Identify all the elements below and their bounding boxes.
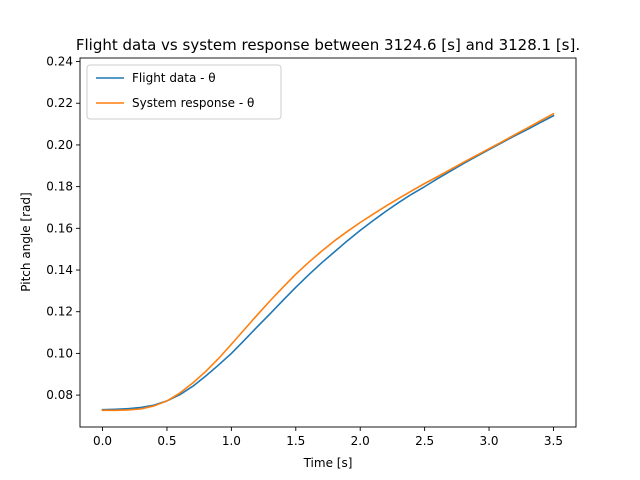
legend-label-1: Flight data - θ xyxy=(132,71,216,85)
y-tick-label: 0.24 xyxy=(46,55,73,69)
y-tick-label: 0.22 xyxy=(46,96,73,110)
series-line-2 xyxy=(101,112,555,412)
x-tick-label: 1.5 xyxy=(286,434,305,448)
chart-title: Flight data vs system response between 3… xyxy=(76,36,580,54)
x-tick-label: 3.5 xyxy=(544,434,563,448)
x-tick-label: 0.5 xyxy=(157,434,176,448)
y-tick-label: 0.14 xyxy=(46,263,73,277)
x-tick-label: 2.5 xyxy=(415,434,434,448)
x-axis-label: Time [s] xyxy=(303,456,353,470)
x-tick-label: 0.0 xyxy=(93,434,112,448)
y-tick-label: 0.10 xyxy=(46,346,73,360)
y-axis-label: Pitch angle [rad] xyxy=(19,192,33,291)
y-tick-label: 0.16 xyxy=(46,221,73,235)
y-tick-label: 0.18 xyxy=(46,180,73,194)
x-tick-label: 3.0 xyxy=(479,434,498,448)
x-tick-label: 2.0 xyxy=(351,434,370,448)
legend: Flight data - θ System response - θ xyxy=(86,64,282,120)
x-tick-label: 1.0 xyxy=(222,434,241,448)
y-tick-label: 0.12 xyxy=(46,305,73,319)
axes-frame xyxy=(79,57,577,428)
y-tick-label: 0.08 xyxy=(46,388,73,402)
legend-label-2: System response - θ xyxy=(132,96,254,110)
series-line-1 xyxy=(101,114,555,411)
plot-area: 0.0 0.5 1.0 1.5 2.0 2.5 3.0 3.5 0.08 0.10 0.12 0.14… xyxy=(46,55,577,448)
y-tick-label: 0.20 xyxy=(46,138,73,152)
legend-box xyxy=(86,64,282,120)
